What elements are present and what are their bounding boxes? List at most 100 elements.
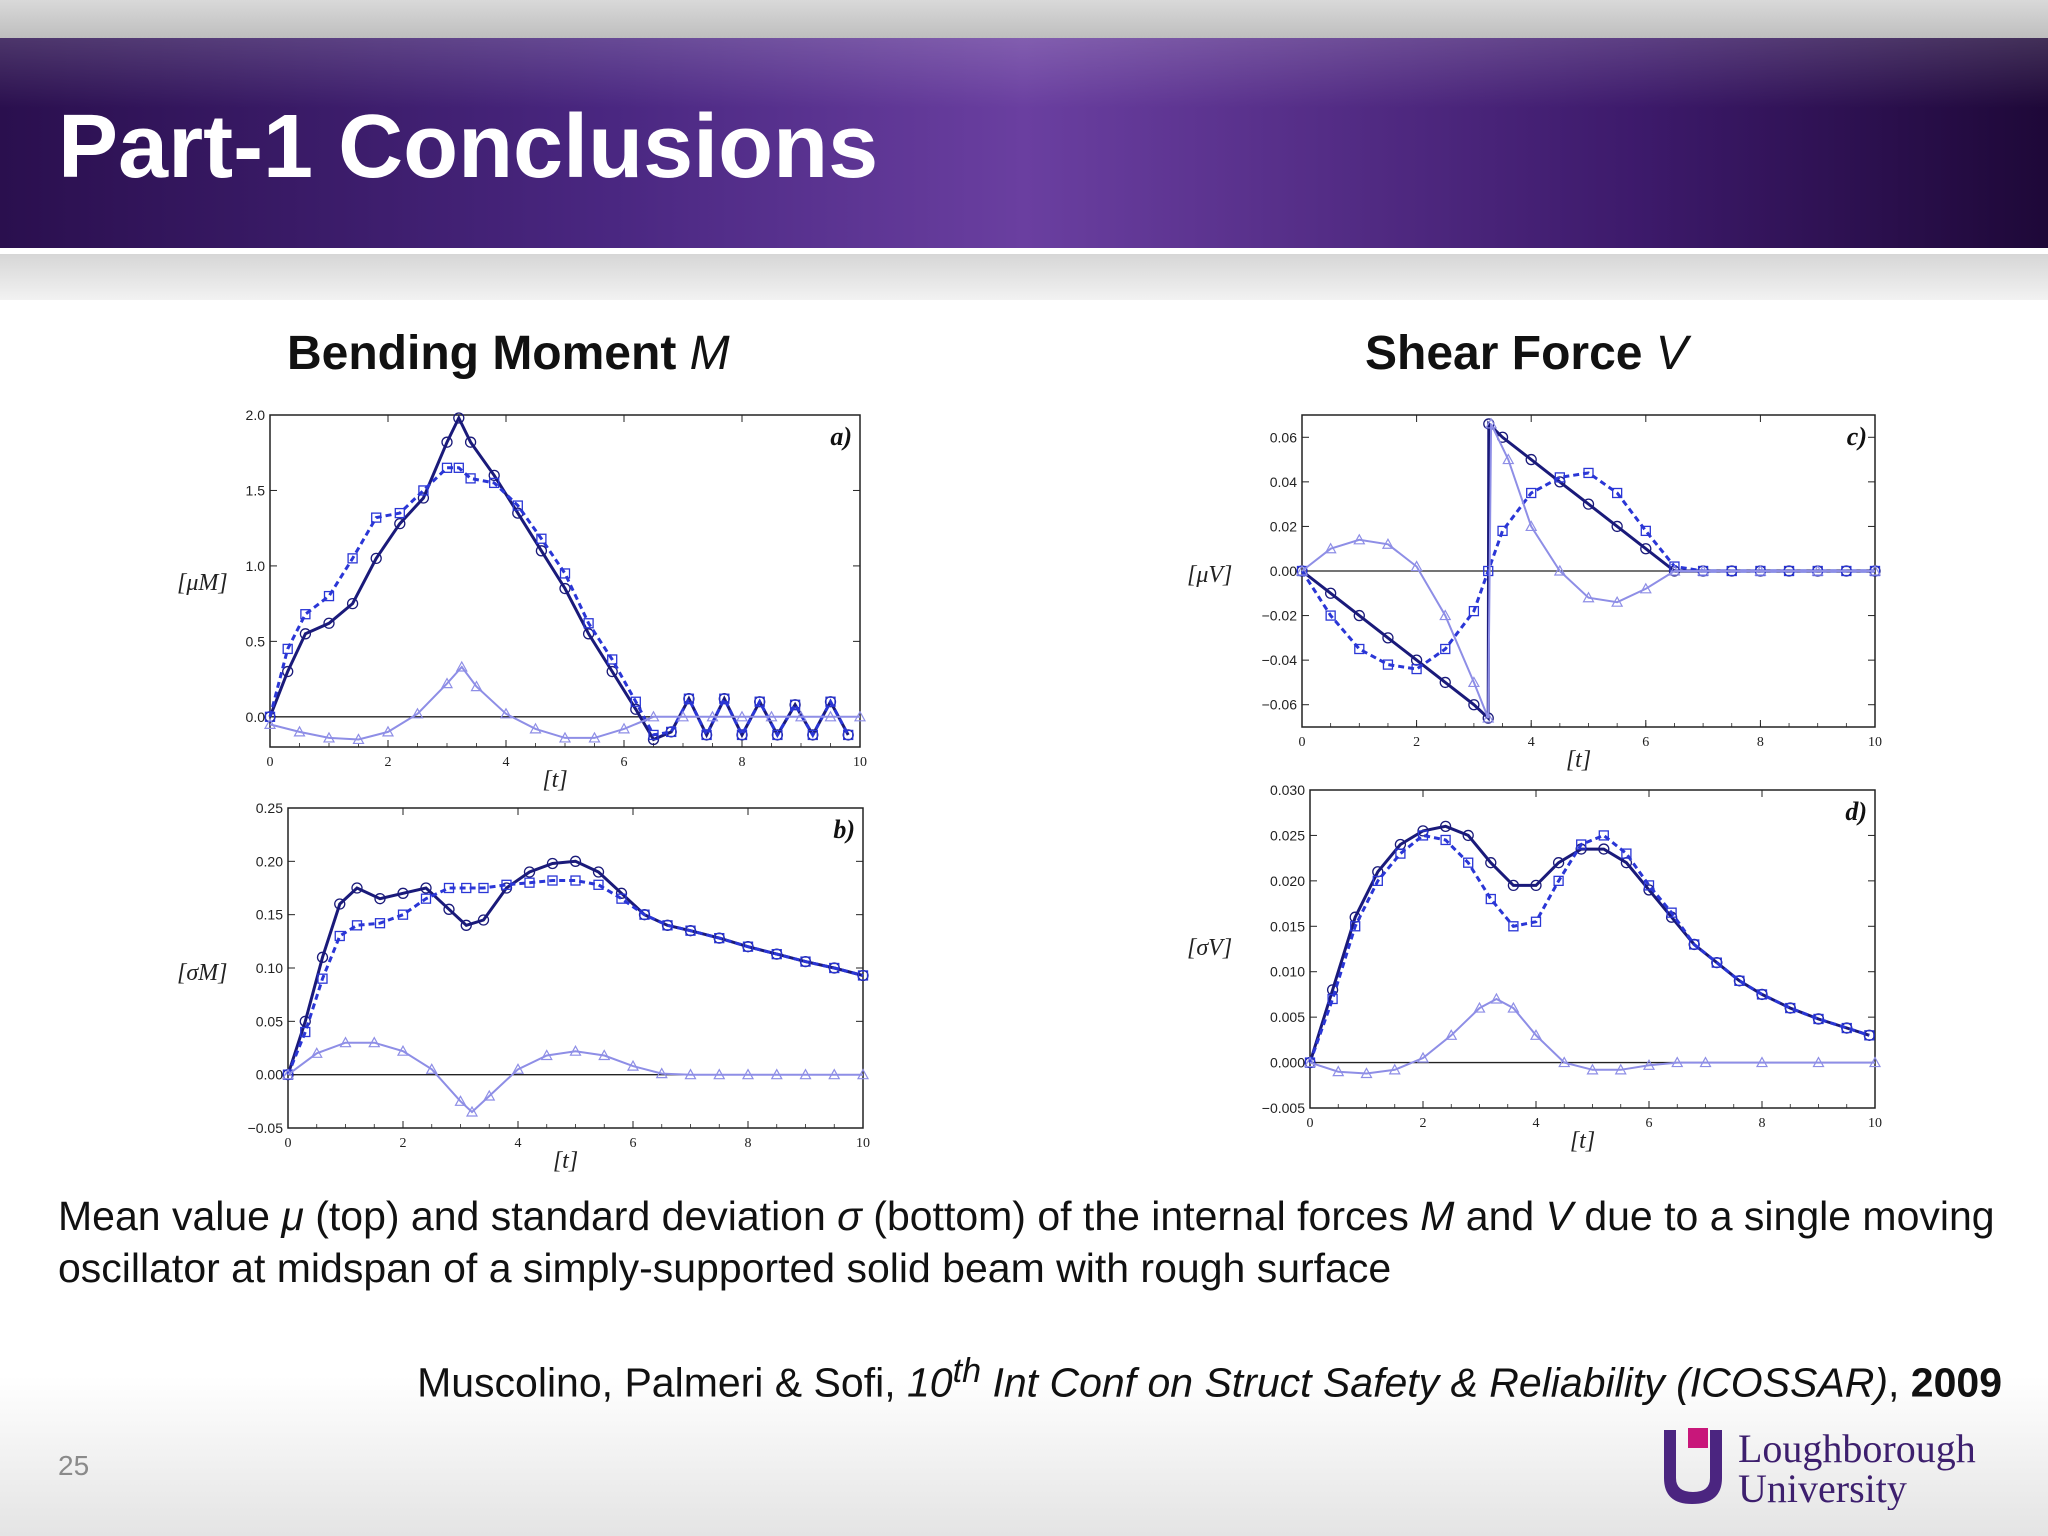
data-point-square xyxy=(570,875,581,886)
data-point-triangle xyxy=(1473,1001,1486,1013)
data-point-circle xyxy=(569,855,582,867)
data-point-triangle xyxy=(381,725,395,737)
data-point-triangle xyxy=(1755,1056,1769,1068)
data-point-circle xyxy=(606,665,618,678)
data-point-square xyxy=(666,726,677,738)
citation-edition-sup: th xyxy=(952,1352,982,1390)
data-point-square xyxy=(547,875,558,886)
data-point-square xyxy=(1711,957,1722,968)
data-point-square xyxy=(1440,834,1451,846)
data-point-circle xyxy=(441,436,453,448)
data-point-square xyxy=(1583,467,1594,479)
figure-caption: Mean value μ (top) and standard deviatio… xyxy=(58,1190,2018,1294)
data-point-square xyxy=(662,920,673,931)
data-point-triangle xyxy=(765,710,778,722)
y-tick-label: 0.5 xyxy=(246,633,266,649)
data-point-triangle xyxy=(1529,1029,1543,1040)
data-point-triangle xyxy=(411,707,424,719)
data-point-square xyxy=(1417,830,1429,841)
data-point-square xyxy=(1463,857,1474,868)
data-point-square xyxy=(1640,525,1651,537)
title-bar xyxy=(0,38,2048,250)
data-point-square xyxy=(453,462,464,473)
data-point-circle xyxy=(443,903,455,915)
data-point-square xyxy=(1598,830,1609,841)
data-point-square xyxy=(536,533,547,544)
data-point-triangle xyxy=(1360,1067,1373,1079)
data-point-square xyxy=(1689,939,1700,950)
data-point-square xyxy=(714,932,725,944)
data-point-square xyxy=(394,507,405,519)
data-point-triangle xyxy=(511,1063,525,1074)
x-tick-label: 6 xyxy=(1642,735,1649,750)
data-point-triangle xyxy=(1482,711,1495,723)
data-point-square xyxy=(719,693,730,704)
data-point-circle xyxy=(464,436,477,448)
data-point-square xyxy=(807,729,818,741)
y-tick-label: −0.005 xyxy=(1262,1100,1305,1116)
header-grey-strip xyxy=(0,254,2048,300)
series-line-light xyxy=(1309,997,1875,1075)
data-point-triangle xyxy=(1485,417,1498,429)
data-point-triangle xyxy=(799,1068,812,1080)
data-point-triangle xyxy=(1811,564,1824,576)
data-point-square xyxy=(1553,875,1564,887)
data-point-triangle xyxy=(1303,1056,1317,1068)
data-point-triangle xyxy=(1490,992,1503,1004)
slide-title: Part-1 Conclusions xyxy=(58,97,879,197)
data-point-triangle xyxy=(425,1063,438,1074)
data-point-circle xyxy=(1382,632,1394,644)
data-point-triangle xyxy=(706,710,719,722)
data-point-square xyxy=(1508,921,1519,932)
data-point-circle xyxy=(299,1015,311,1027)
data-point-square xyxy=(789,699,801,710)
data-point-square xyxy=(347,553,358,564)
data-point-square xyxy=(300,1026,311,1038)
x-tick-label: 10 xyxy=(1868,1116,1882,1131)
y-tick-label: 0.000 xyxy=(1270,1055,1305,1071)
data-point-square xyxy=(800,956,811,967)
data-point-triangle xyxy=(655,1067,668,1079)
logo-line2: University xyxy=(1738,1466,1907,1510)
caption-part: Mean value xyxy=(58,1193,282,1239)
data-point-triangle xyxy=(569,1044,582,1056)
data-point-circle xyxy=(1640,543,1652,555)
y-axis-label: [μM] xyxy=(177,570,228,596)
y-tick-label: 0.005 xyxy=(1270,1009,1305,1025)
x-tick-label: 4 xyxy=(515,1136,522,1151)
x-tick-label: 10 xyxy=(1868,735,1882,750)
data-point-triangle xyxy=(540,1049,553,1061)
data-point-square xyxy=(1554,472,1565,483)
data-point-square xyxy=(701,729,712,741)
data-point-square xyxy=(1485,893,1496,905)
data-point-square xyxy=(1483,565,1494,577)
data-point-triangle xyxy=(1445,1029,1458,1040)
chart-panel-b: 0 2 4 6 8 10 −0.05 0.00 0.05 0.10 0.15 0.20 0.25 b) [σ… xyxy=(177,800,870,1174)
data-point-square xyxy=(639,909,650,920)
data-point-circle xyxy=(417,492,430,504)
heading-bending-moment: Bending Moment M xyxy=(287,326,730,381)
data-point-square xyxy=(524,877,535,888)
data-point-square xyxy=(1643,880,1655,891)
data-point-circle xyxy=(351,882,363,894)
data-point-triangle xyxy=(770,1068,783,1080)
caption-part: (bottom) of the internal forces xyxy=(861,1193,1421,1239)
plot-frame xyxy=(269,414,861,748)
data-point-circle xyxy=(1582,498,1595,510)
y-tick-label: 0.00 xyxy=(256,1067,283,1083)
data-point-square xyxy=(1325,610,1336,621)
y-tick-label: −0.04 xyxy=(1262,652,1298,668)
data-point-square xyxy=(334,930,345,942)
data-point-square xyxy=(264,711,276,722)
data-point-circle xyxy=(316,951,329,963)
caption-part: (top) and standard deviation xyxy=(303,1193,838,1239)
citation-authors: Muscolino, Palmeri & Sofi, xyxy=(417,1359,907,1406)
page-number: 25 xyxy=(58,1450,90,1481)
y-tick-label: 0.0 xyxy=(246,709,266,725)
x-tick-label: 0 xyxy=(267,755,274,770)
data-point-triangle xyxy=(1502,453,1515,465)
data-point-triangle xyxy=(454,1095,467,1106)
data-point-triangle xyxy=(440,677,454,689)
y-tick-label: 0.04 xyxy=(1270,474,1297,490)
